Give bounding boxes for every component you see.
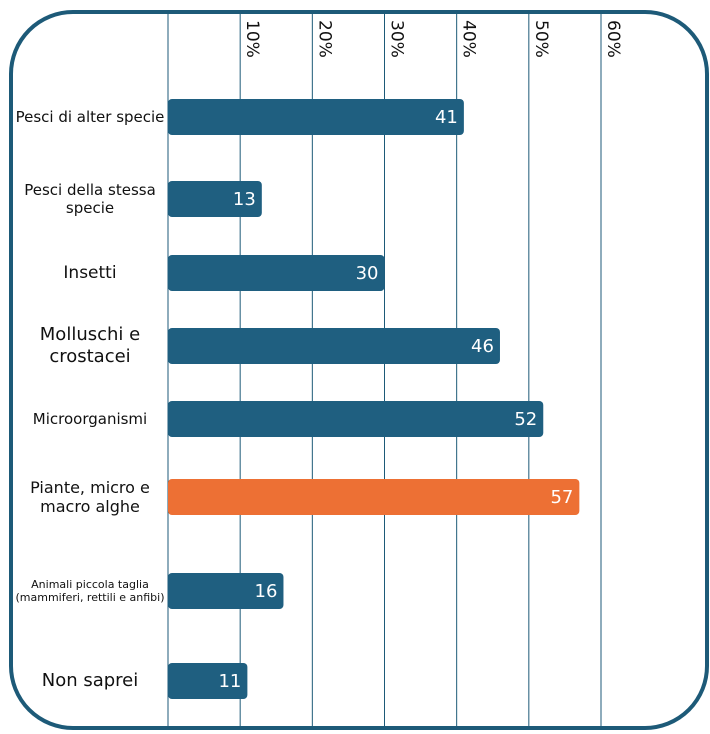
bar: [168, 328, 500, 364]
x-tick-label: 20%: [314, 20, 334, 58]
x-tick-label: 30%: [387, 20, 407, 58]
category-label: Animali piccola taglia (mammiferi, retti…: [15, 577, 165, 604]
bar: [168, 181, 262, 217]
value-label: 13: [233, 189, 256, 210]
x-tick-label: 40%: [459, 20, 479, 58]
frame: [9, 10, 709, 730]
category-label: Insetti: [63, 262, 117, 283]
category-label: Piante, micro e macro alghe: [30, 477, 150, 516]
category-label: Molluschi e crostacei: [39, 324, 141, 367]
x-tick-label: 10%: [242, 20, 262, 58]
bar: [168, 255, 385, 291]
bar: [168, 573, 284, 609]
x-tick-label: 60%: [603, 20, 623, 58]
value-label: 41: [435, 107, 458, 128]
category-label: Microorganismi: [32, 410, 148, 428]
category-label: Pesci di alter specie: [15, 108, 165, 126]
bar: [168, 479, 580, 515]
value-label: 52: [514, 409, 537, 430]
x-tick-label: 50%: [531, 20, 551, 58]
bar: [168, 99, 464, 135]
value-label: 46: [471, 336, 494, 357]
value-label: 57: [550, 487, 573, 508]
category-label: Pesci della stessa specie: [24, 181, 156, 217]
value-label: 30: [356, 263, 379, 284]
value-label: 11: [218, 671, 241, 692]
value-label: 16: [255, 581, 278, 602]
category-label: Non saprei: [41, 670, 139, 692]
bar: [168, 401, 544, 437]
bar: [168, 663, 248, 699]
